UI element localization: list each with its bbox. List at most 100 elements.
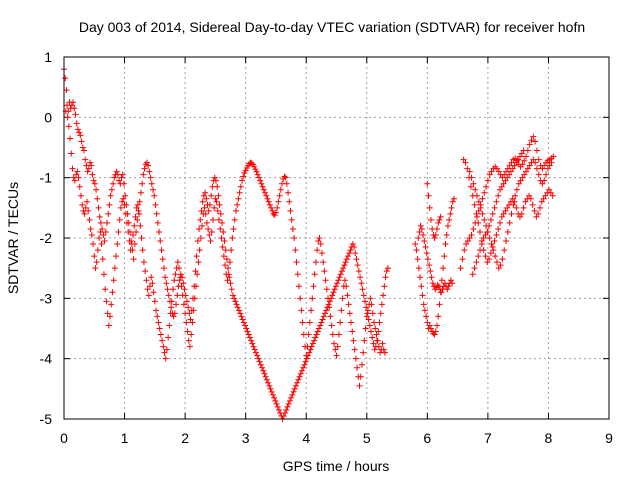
- data-point: [234, 201, 241, 208]
- data-point: [326, 304, 333, 311]
- data-point: [185, 337, 192, 344]
- data-point: [103, 219, 110, 226]
- data-point: [484, 259, 491, 266]
- data-point: [201, 204, 208, 211]
- data-point: [90, 241, 97, 248]
- data-point: [208, 192, 215, 199]
- data-point: [220, 228, 227, 235]
- x-tick-label: 6: [423, 430, 431, 446]
- data-point: [77, 192, 84, 199]
- data-point: [470, 225, 477, 232]
- data-point: [318, 319, 325, 326]
- data-point: [166, 322, 173, 329]
- data-point: [183, 298, 190, 305]
- data-point: [79, 144, 86, 151]
- data-point: [214, 207, 221, 214]
- data-point: [319, 316, 326, 323]
- data-point: [334, 343, 341, 350]
- data-point: [133, 204, 140, 211]
- data-point: [111, 265, 118, 272]
- data-point: [480, 235, 487, 241]
- data-point: [382, 274, 389, 281]
- data-point: [157, 238, 164, 245]
- data-point: [446, 216, 453, 223]
- data-point: [516, 213, 523, 220]
- data-point: [162, 274, 169, 281]
- data-point: [539, 180, 546, 187]
- data-point: [484, 177, 491, 184]
- data-point: [497, 186, 503, 193]
- data-point: [471, 265, 478, 272]
- data-point: [419, 292, 426, 299]
- data-point: [332, 283, 339, 290]
- data-point: [424, 256, 431, 263]
- data-point: [130, 256, 137, 263]
- data-point: [362, 325, 369, 332]
- data-point: [189, 319, 196, 326]
- data-point: [312, 259, 319, 266]
- data-point: [294, 379, 301, 386]
- data-point: [311, 271, 318, 278]
- data-point: [506, 219, 513, 226]
- data-point: [342, 259, 349, 266]
- data-point: [320, 313, 327, 320]
- data-point: [364, 307, 371, 314]
- data-point: [85, 165, 92, 172]
- data-point: [483, 183, 490, 190]
- data-point: [92, 265, 99, 272]
- data-point: [222, 262, 229, 269]
- data-point: [144, 286, 151, 293]
- data-point: [283, 406, 290, 413]
- data-point: [111, 174, 118, 181]
- data-point: [143, 159, 150, 166]
- data-point: [412, 241, 419, 248]
- data-point: [159, 337, 166, 344]
- data-point: [325, 295, 332, 302]
- data-point: [240, 173, 247, 180]
- data-point: [260, 186, 267, 193]
- data-point: [325, 301, 332, 308]
- data-point: [291, 235, 298, 241]
- data-point: [459, 256, 466, 263]
- data-point: [447, 210, 454, 217]
- data-point: [302, 358, 309, 365]
- data-point: [209, 216, 216, 223]
- data-point: [491, 204, 498, 211]
- data-point: [488, 168, 495, 175]
- data-point: [257, 361, 264, 368]
- data-point: [293, 259, 300, 266]
- data-point: [473, 213, 480, 220]
- data-point: [518, 150, 525, 157]
- data-point: [214, 183, 221, 190]
- data-point: [540, 195, 547, 202]
- data-point: [226, 274, 233, 281]
- data-point: [80, 147, 87, 154]
- data-point: [206, 201, 213, 208]
- data-point: [130, 231, 137, 238]
- data-point: [119, 198, 126, 205]
- data-point: [145, 292, 152, 299]
- data-point: [222, 247, 229, 254]
- data-point: [323, 286, 330, 293]
- data-point: [521, 157, 528, 164]
- data-point: [478, 241, 485, 248]
- data-point: [254, 352, 261, 359]
- data-point: [444, 222, 451, 229]
- data-point: [332, 346, 339, 353]
- data-point: [512, 192, 519, 199]
- data-point: [274, 403, 281, 410]
- data-point: [486, 171, 493, 178]
- data-point: [217, 225, 224, 232]
- data-point: [255, 355, 262, 362]
- data-point: [317, 322, 324, 329]
- data-point: [477, 204, 484, 211]
- data-point: [352, 250, 359, 257]
- data-point: [475, 219, 482, 226]
- data-point: [306, 349, 313, 356]
- data-point: [97, 228, 104, 235]
- data-point: [358, 361, 365, 368]
- data-point: [504, 174, 511, 181]
- data-point: [153, 307, 160, 314]
- data-point: [74, 126, 81, 133]
